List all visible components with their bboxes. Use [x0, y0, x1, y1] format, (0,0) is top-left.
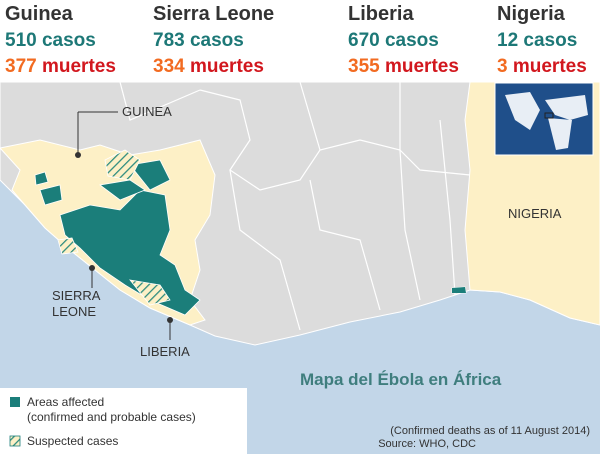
footnote: (Confirmed deaths as of 11 August 2014) [390, 425, 590, 437]
cases-row: 12 casos [497, 28, 587, 54]
inset-map [494, 82, 594, 156]
country-name: Liberia [348, 3, 414, 25]
deaths-word: muertes [384, 56, 459, 77]
cases-count: 783 [153, 30, 185, 51]
affected-areas [34, 159, 467, 316]
map-label: SIERRA [52, 288, 101, 303]
suspected-areas [57, 149, 171, 306]
legend-label: Areas affected [27, 395, 104, 409]
deaths-count: 334 [153, 56, 185, 77]
deaths-count: 355 [348, 56, 380, 77]
map-title: Mapa del Ébola en África [300, 370, 502, 389]
cases-count: 12 [497, 30, 519, 51]
cases-row: 510 casos [5, 28, 116, 54]
stat-column: Liberia 670 casos 355 muertes [348, 0, 459, 80]
stat-column: Guinea 510 casos 377 muertes [5, 0, 116, 80]
cases-word: casos [384, 30, 439, 51]
borders [119, 81, 471, 331]
deaths-count: 377 [5, 56, 37, 77]
map-label: GUINEA [122, 104, 172, 119]
cases-count: 670 [348, 30, 380, 51]
stat-column: Nigeria 12 casos 3 muertes [497, 0, 587, 80]
cases-count: 510 [5, 30, 37, 51]
cases-word: casos [189, 30, 244, 51]
deaths-word: muertes [41, 56, 116, 77]
cases-row: 670 casos [348, 28, 459, 54]
deaths-row: 355 muertes [348, 54, 459, 80]
deaths-word: muertes [189, 56, 264, 77]
source: Source: WHO, CDC [378, 438, 476, 450]
deaths-row: 334 muertes [153, 54, 274, 80]
deaths-word: muertes [512, 56, 587, 77]
legend-note: (confirmed and probable cases) [27, 410, 196, 424]
deaths-row: 3 muertes [497, 54, 587, 80]
legend: Areas affected (confirmed and probable c… [0, 388, 247, 454]
cases-word: casos [523, 30, 578, 51]
country-name: Guinea [5, 3, 73, 25]
legend-label: Suspected cases [27, 434, 118, 448]
stat-column: Sierra Leone 783 casos 334 muertes [153, 0, 274, 80]
country-name: Sierra Leone [153, 3, 275, 25]
country-name: Nigeria [497, 3, 565, 25]
map-label: LIBERIA [140, 344, 190, 359]
map-labels: GUINEA SIERRA LEONE LIBERIA NIGERIA [52, 104, 562, 359]
cases-word: casos [41, 30, 96, 51]
lagos-area [452, 287, 466, 293]
map-label: LEONE [52, 304, 96, 319]
cases-row: 783 casos [153, 28, 274, 54]
map-label: NIGERIA [508, 206, 562, 221]
deaths-row: 377 muertes [5, 54, 116, 80]
deaths-count: 3 [497, 56, 508, 77]
